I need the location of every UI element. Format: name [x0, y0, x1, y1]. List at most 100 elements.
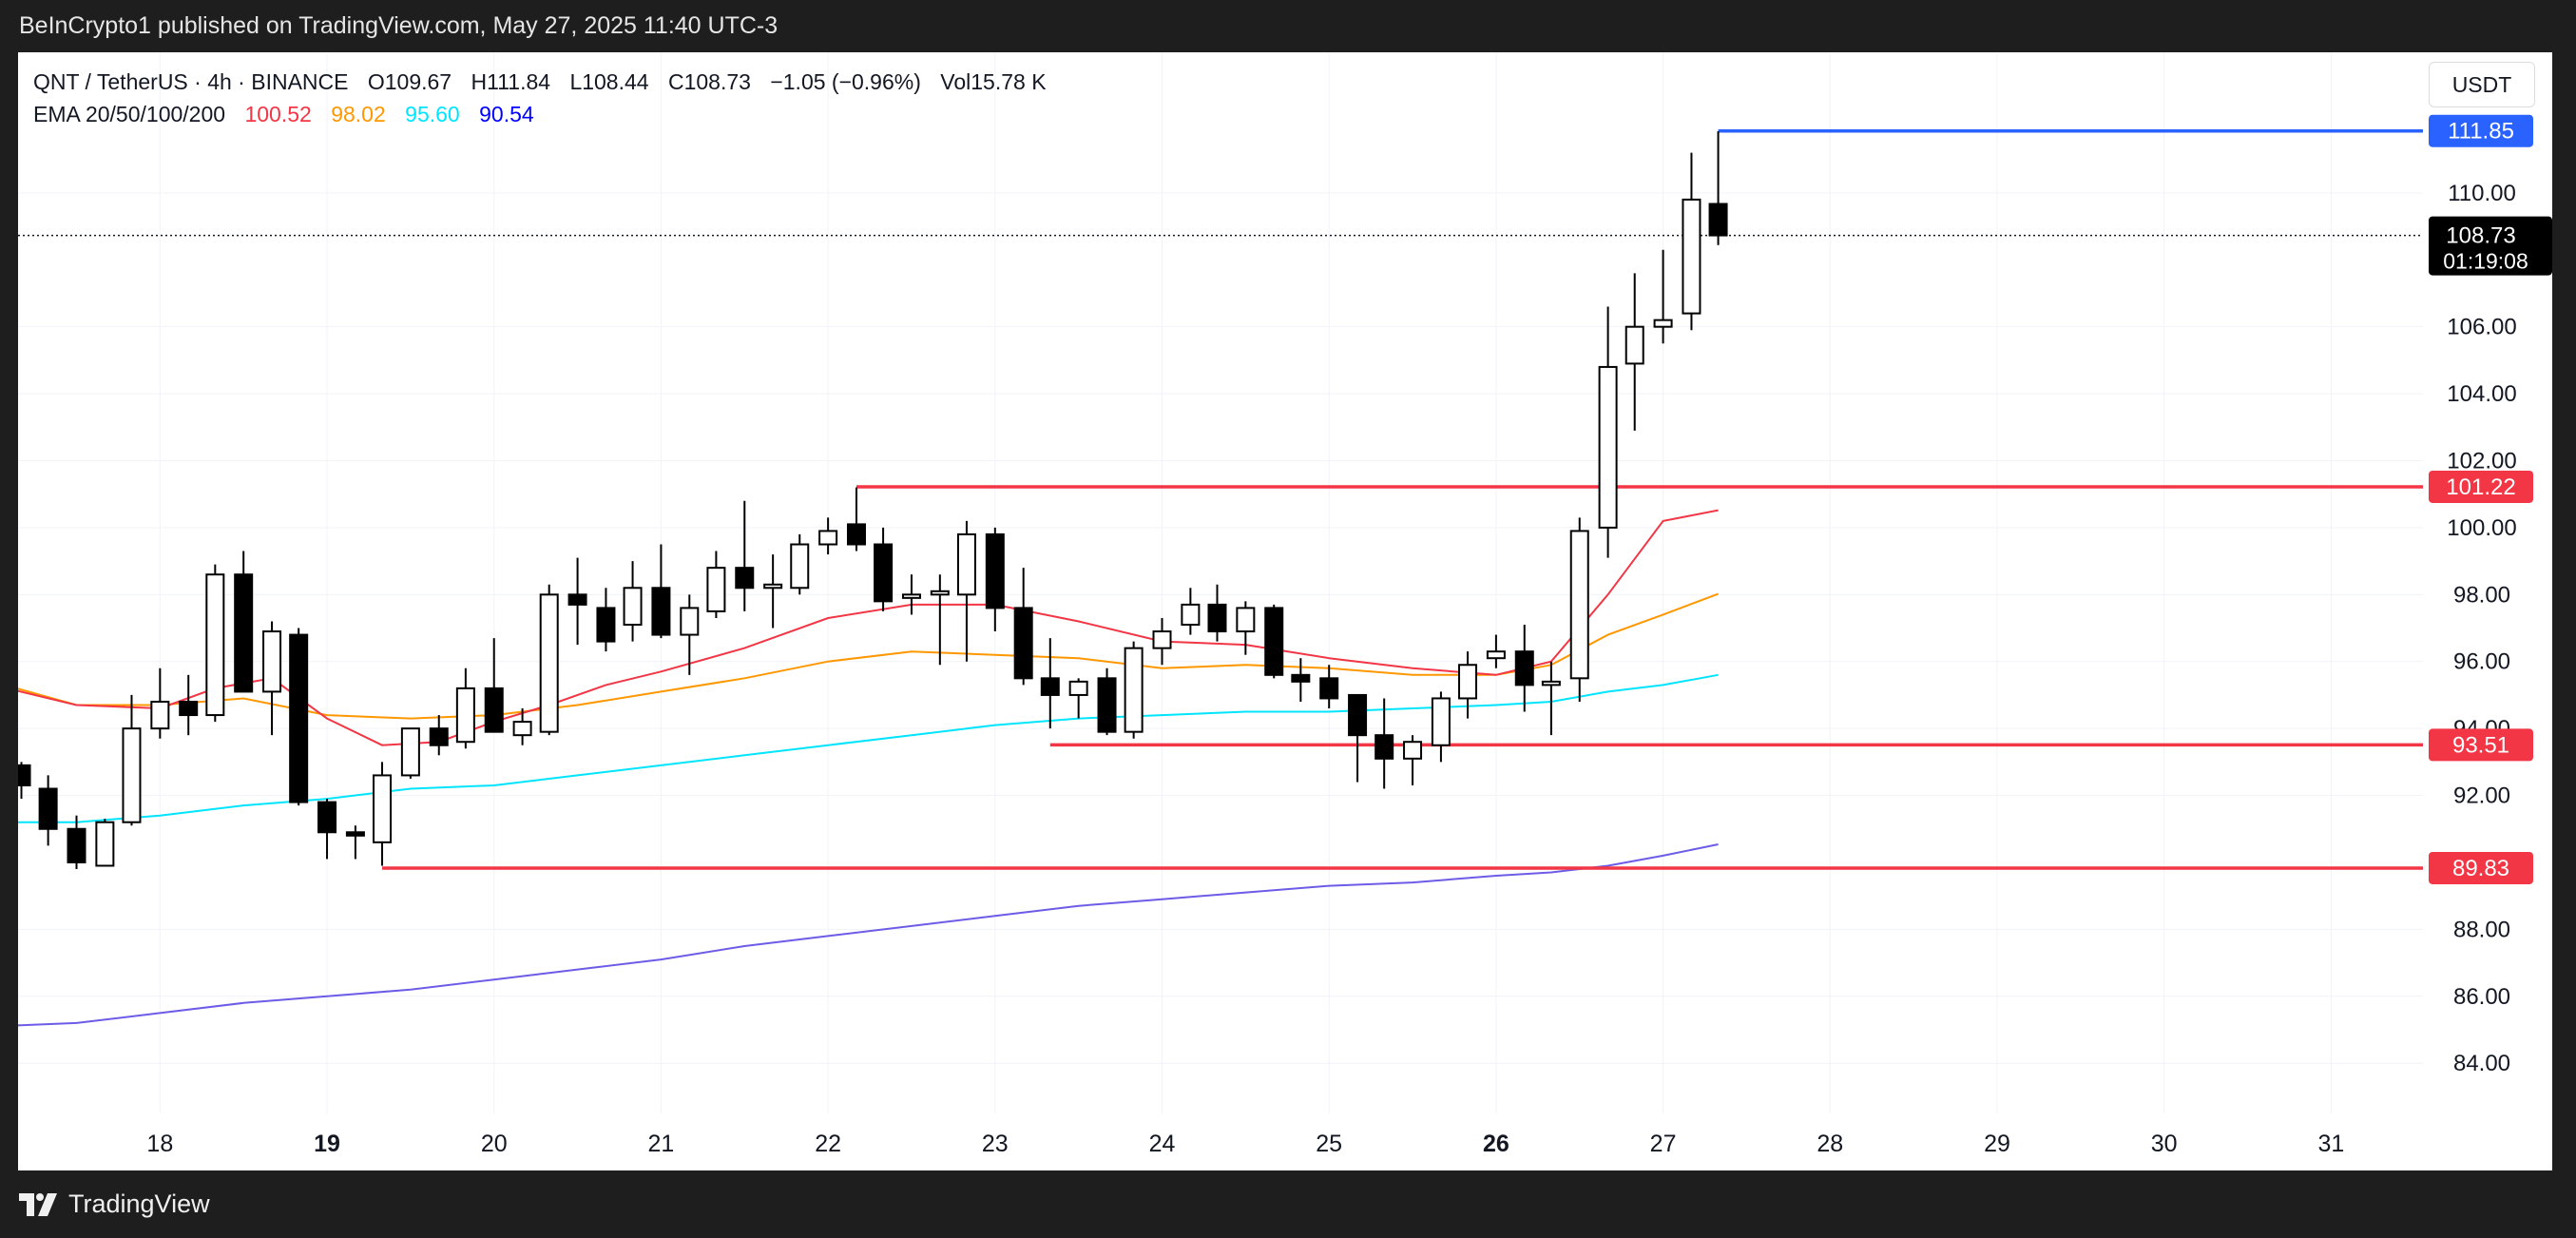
- candle-body: [1403, 741, 1423, 760]
- candle-body: [651, 587, 671, 636]
- candle-body: [1152, 630, 1172, 649]
- ema20-value: 100.52: [244, 102, 312, 126]
- candle: [289, 628, 309, 806]
- candle: [956, 520, 976, 662]
- ema200-value: 90.54: [479, 102, 534, 126]
- candle: [205, 564, 225, 723]
- price-chart[interactable]: 84.0086.0088.0092.0094.0096.0098.00100.0…: [18, 52, 2552, 1170]
- tradingview-logo[interactable]: TradingView: [19, 1190, 210, 1219]
- level-price-label: 111.85: [2448, 119, 2514, 145]
- candle: [484, 638, 504, 733]
- y-tick-label: 110.00: [2448, 181, 2516, 206]
- candle: [1541, 661, 1561, 736]
- candle: [150, 667, 170, 739]
- candle-body: [484, 687, 504, 733]
- level-price-label-bg: [2429, 851, 2533, 884]
- candle: [38, 775, 58, 846]
- candle: [1097, 667, 1117, 736]
- candle-body: [956, 532, 976, 596]
- candle-body: [1682, 198, 1701, 315]
- candle: [122, 694, 142, 826]
- x-tick-label: 18: [146, 1131, 173, 1157]
- candle: [930, 574, 950, 666]
- x-tick-label: 23: [982, 1131, 1009, 1157]
- currency-button[interactable]: USDT: [2429, 62, 2535, 107]
- candle: [95, 819, 115, 867]
- symbol-label[interactable]: QNT / TetherUS · 4h · BINANCE: [33, 69, 349, 94]
- candle: [455, 667, 475, 749]
- candle-body: [95, 821, 115, 867]
- candle-body: [1486, 650, 1506, 660]
- candle: [985, 527, 1005, 632]
- x-tick-label: 26: [1483, 1131, 1509, 1157]
- chart-panel[interactable]: 84.0086.0088.0092.0094.0096.0098.00100.0…: [18, 52, 2552, 1170]
- candle: [1653, 249, 1673, 344]
- candle-body: [539, 593, 559, 733]
- candle-body: [1264, 607, 1284, 676]
- candle: [680, 594, 700, 675]
- candle: [429, 715, 449, 756]
- candle: [763, 554, 783, 629]
- candle: [1682, 152, 1701, 331]
- candle-body: [874, 543, 894, 603]
- last-price-label: 108.73: [2446, 223, 2515, 249]
- x-tick-label: 29: [1984, 1131, 2010, 1157]
- candle: [1458, 651, 1478, 719]
- footer-bar: TradingView: [0, 1170, 2576, 1238]
- candle-body: [1124, 647, 1144, 733]
- candle-body: [763, 583, 783, 590]
- chart-legend: QNT / TetherUS · 4h · BINANCE O109.67 H1…: [33, 66, 1060, 130]
- last-price-tag-bg: [2429, 216, 2552, 276]
- y-tick-label: 100.00: [2447, 515, 2516, 541]
- change-value: −1.05 (−0.96%): [770, 69, 921, 94]
- open-value: O109.67: [367, 69, 452, 94]
- ohlc-row: QNT / TetherUS · 4h · BINANCE O109.67 H1…: [33, 66, 1060, 98]
- candle: [706, 551, 726, 618]
- candle-body: [930, 590, 950, 596]
- candle-body: [1181, 603, 1201, 627]
- candle: [1598, 306, 1618, 558]
- x-tick-label: 25: [1316, 1131, 1342, 1157]
- candle: [623, 561, 643, 642]
- tradingview-brand: TradingView: [68, 1190, 210, 1218]
- candle-body: [846, 523, 866, 546]
- candle: [234, 551, 254, 693]
- candle-body: [179, 700, 199, 717]
- level-price-label-bg: [2429, 114, 2533, 147]
- candle: [1207, 584, 1227, 642]
- candle-body: [706, 567, 726, 612]
- candle-body: [205, 573, 225, 717]
- y-tick-label: 88.00: [2453, 917, 2510, 942]
- candle-body: [1431, 697, 1451, 746]
- candle: [67, 815, 87, 870]
- candle: [901, 574, 921, 615]
- candle-body: [1624, 325, 1644, 365]
- candle-body: [596, 607, 616, 643]
- ema-label[interactable]: EMA 20/50/100/200: [33, 102, 226, 126]
- candle: [1486, 634, 1506, 668]
- candle-body: [1291, 673, 1311, 683]
- candle: [846, 487, 866, 551]
- x-tick-label: 30: [2151, 1131, 2178, 1157]
- candle: [400, 727, 420, 779]
- candle: [1152, 617, 1172, 666]
- candle: [539, 584, 559, 736]
- x-tick-label: 31: [2317, 1131, 2344, 1157]
- candle-body: [18, 764, 31, 786]
- y-tick-label: 96.00: [2453, 649, 2510, 675]
- x-tick-label: 24: [1149, 1131, 1176, 1157]
- candle-body: [429, 727, 449, 746]
- candle-body: [1514, 650, 1534, 687]
- tradingview-logo-icon: [19, 1192, 57, 1216]
- x-tick-label: 27: [1650, 1131, 1677, 1157]
- candle-body: [1236, 607, 1256, 633]
- ema100-value: 95.60: [405, 102, 460, 126]
- candle-body: [623, 587, 643, 627]
- candle-body: [1708, 203, 1728, 237]
- bar-countdown-label: 01:19:08: [2443, 249, 2528, 274]
- candle: [1264, 604, 1284, 679]
- candle: [1403, 735, 1423, 785]
- candle: [317, 799, 337, 860]
- candle-body: [317, 801, 337, 834]
- candle-body: [1569, 530, 1589, 680]
